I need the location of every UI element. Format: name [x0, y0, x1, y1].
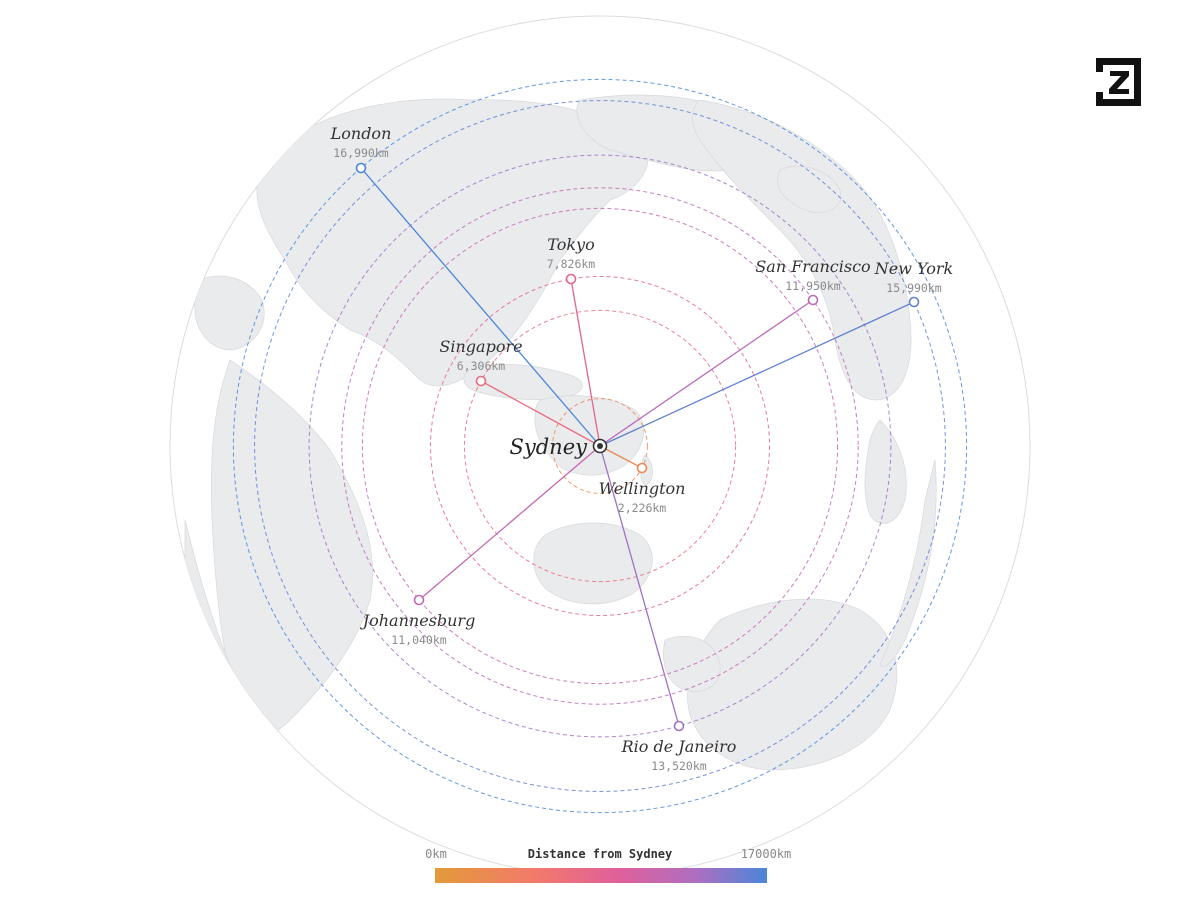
land-north-america	[692, 99, 912, 401]
origin-label: Sydney	[509, 435, 588, 459]
connector-lines	[360, 167, 915, 727]
connector-line-rio-de-janeiro	[599, 445, 680, 727]
distance-ring-new-york	[254, 100, 946, 792]
legend-gradient-bar	[435, 868, 767, 883]
distance-ring-wellington	[552, 398, 648, 494]
city-name-rio-de-janeiro: Rio de Janeiro	[621, 737, 737, 756]
city-distance-new-york: 15,990km	[886, 281, 941, 295]
distance-ring-rio-de-janeiro	[308, 154, 892, 738]
land-africa	[211, 359, 373, 736]
city-markers	[355, 162, 920, 732]
city-distance-johannesburg: 11,040km	[391, 633, 446, 647]
city-distance-san-francisco: 11,950km	[785, 279, 840, 293]
city-name-singapore: Singapore	[439, 337, 522, 356]
distance-ring-singapore	[463, 309, 737, 583]
distance-rings	[232, 78, 968, 814]
city-marker-san-francisco[interactable]	[807, 294, 819, 306]
land-eurasia	[256, 98, 649, 387]
land-central-america	[864, 419, 907, 524]
connector-line-tokyo	[570, 278, 601, 447]
city-name-san-francisco: San Francisco	[755, 257, 870, 276]
connector-line-san-francisco	[599, 299, 814, 447]
city-distance-rio-de-janeiro: 13,520km	[651, 759, 706, 773]
city-marker-rio-de-janeiro[interactable]	[673, 720, 685, 732]
legend-title: Distance from Sydney	[528, 847, 673, 861]
connector-line-new-york	[599, 301, 915, 447]
origin-marker	[592, 438, 608, 454]
city-distance-singapore: 6,306km	[457, 359, 506, 373]
distance-ring-johannesburg	[361, 207, 839, 685]
connector-line-singapore	[480, 380, 601, 447]
city-marker-new-york[interactable]	[908, 296, 920, 308]
logo	[1096, 58, 1141, 106]
distance-ring-london	[232, 78, 968, 814]
distance-ring-tokyo	[430, 276, 770, 616]
city-marker-johannesburg[interactable]	[413, 594, 425, 606]
city-distance-london: 16,990km	[333, 146, 388, 160]
city-name-new-york: New York	[874, 259, 953, 278]
land-alaska	[777, 165, 842, 213]
city-name-wellington: Wellington	[599, 479, 686, 498]
city-marker-london[interactable]	[355, 162, 367, 174]
connector-line-johannesburg	[418, 445, 601, 601]
connector-line-wellington	[599, 445, 643, 469]
legend: 0km Distance from Sydney 17000km	[425, 847, 791, 883]
city-name-tokyo: Tokyo	[547, 235, 594, 254]
city-marker-tokyo[interactable]	[565, 273, 577, 285]
legend-max-label: 17000km	[741, 847, 792, 861]
legend-min-label: 0km	[425, 847, 447, 861]
land-greenland	[663, 635, 721, 692]
city-name-johannesburg: Johannesburg	[360, 611, 476, 630]
city-labels: London 16,990km Tokyo 7,826km San Francisco 1…	[330, 124, 954, 773]
city-marker-singapore[interactable]	[475, 375, 487, 387]
connector-line-london	[360, 167, 601, 447]
city-distance-tokyo: 7,826km	[547, 257, 596, 271]
land-antarctica	[533, 522, 653, 605]
city-name-london: London	[330, 124, 392, 143]
distance-ring-san-francisco	[341, 187, 859, 705]
city-distance-wellington: 2,226km	[618, 501, 667, 515]
land-south-america	[687, 598, 898, 771]
city-marker-wellington[interactable]	[636, 462, 648, 474]
